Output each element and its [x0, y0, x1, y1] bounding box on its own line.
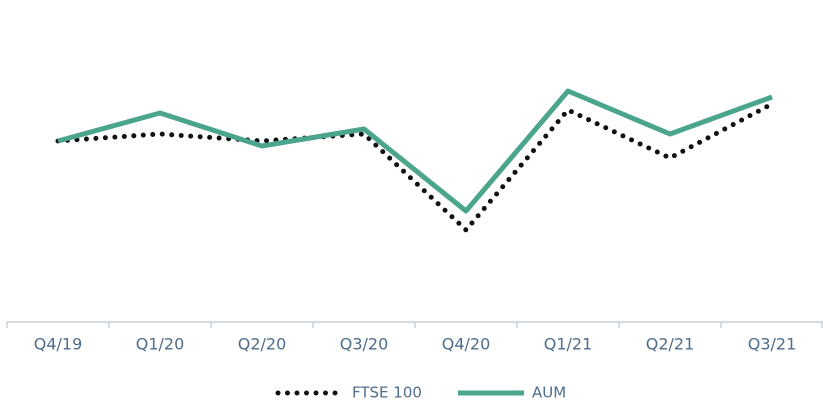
x-tick-label: Q1/20 [136, 335, 185, 354]
x-tick-label: Q4/20 [442, 335, 491, 354]
series-line [57, 88, 773, 214]
x-tick-label: Q3/21 [748, 335, 797, 354]
x-tick-label: Q4/19 [34, 335, 83, 354]
legend-label: AUM [532, 384, 566, 402]
x-tick-label: Q2/21 [646, 335, 695, 354]
x-tick-label: Q1/21 [544, 335, 593, 354]
x-tick-label: Q3/20 [340, 335, 389, 354]
legend-label: FTSE 100 [352, 384, 422, 402]
x-tick-label: Q2/20 [238, 335, 287, 354]
